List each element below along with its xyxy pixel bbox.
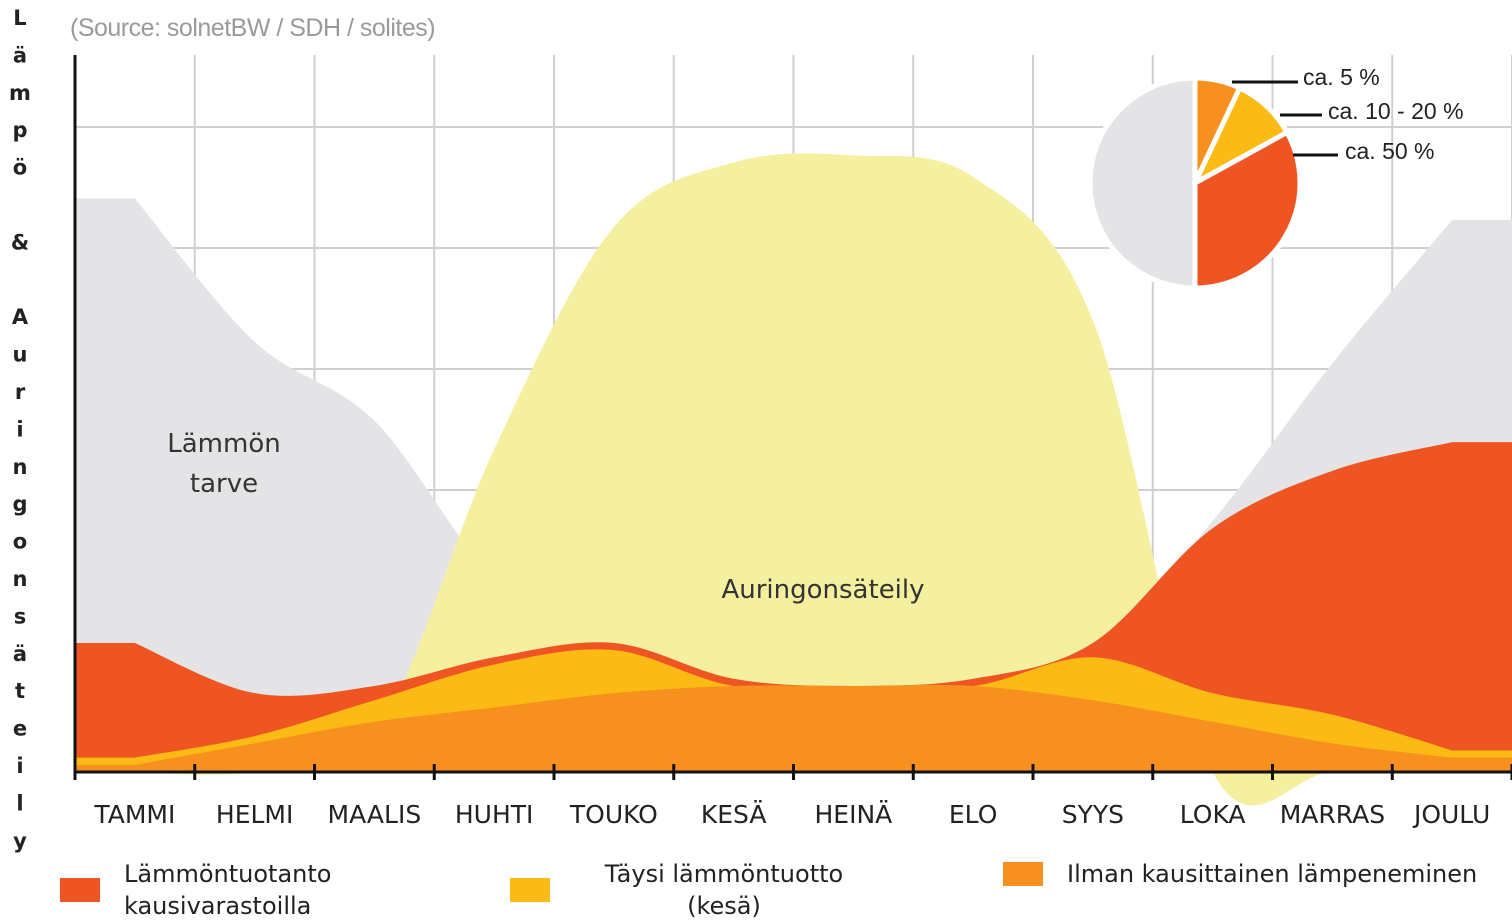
x-tick-label: MARRAS xyxy=(1280,800,1385,829)
x-tick-label: KESÄ xyxy=(701,800,767,829)
area xyxy=(75,684,1512,772)
pie-annotation: ca. 5 % xyxy=(1303,64,1380,90)
legend-item: Täysi lämmöntuotto (kesä) xyxy=(510,858,874,922)
legend-swatch xyxy=(1003,862,1043,886)
x-tick-label: TAMMI xyxy=(93,800,175,829)
pie-annotation: ca. 50 % xyxy=(1345,138,1435,164)
pie-annotation: ca. 10 - 20 % xyxy=(1328,98,1464,124)
y-axis-label: Lämpö & Auringonsäteily xyxy=(8,6,32,867)
legend-item: Lämmöntuotanto kausivarastoilla xyxy=(60,858,384,922)
legend-item: Ilman kausittainen lämpeneminen xyxy=(1003,858,1512,890)
area-label: Auringonsäteily xyxy=(721,575,925,605)
legend-swatch xyxy=(510,878,550,902)
area-label: Lämmön tarve xyxy=(167,429,281,499)
legend-label: Lämmöntuotanto kausivarastoilla xyxy=(124,860,332,920)
x-tick-label: MAALIS xyxy=(328,800,422,829)
source-note: (Source: solnetBW / SDH / solites) xyxy=(70,14,436,42)
x-tick-label: LOKA xyxy=(1180,800,1246,829)
x-tick-label: HEINÄ xyxy=(814,800,892,829)
legend-label: Ilman kausittainen lämpeneminen xyxy=(1067,860,1478,888)
legend-label: Täysi lämmöntuotto (kesä) xyxy=(604,860,844,920)
x-tick-label: HELMI xyxy=(216,800,293,829)
legend-swatch xyxy=(60,878,100,902)
x-tick-label: HUHTI xyxy=(455,800,534,829)
pie-slice xyxy=(1087,75,1198,291)
x-tick-label: SYYS xyxy=(1062,800,1124,829)
x-tick-label: TOUKO xyxy=(569,800,658,829)
x-tick-label: ELO xyxy=(949,800,998,829)
x-tick-label: JOULU xyxy=(1412,800,1490,829)
